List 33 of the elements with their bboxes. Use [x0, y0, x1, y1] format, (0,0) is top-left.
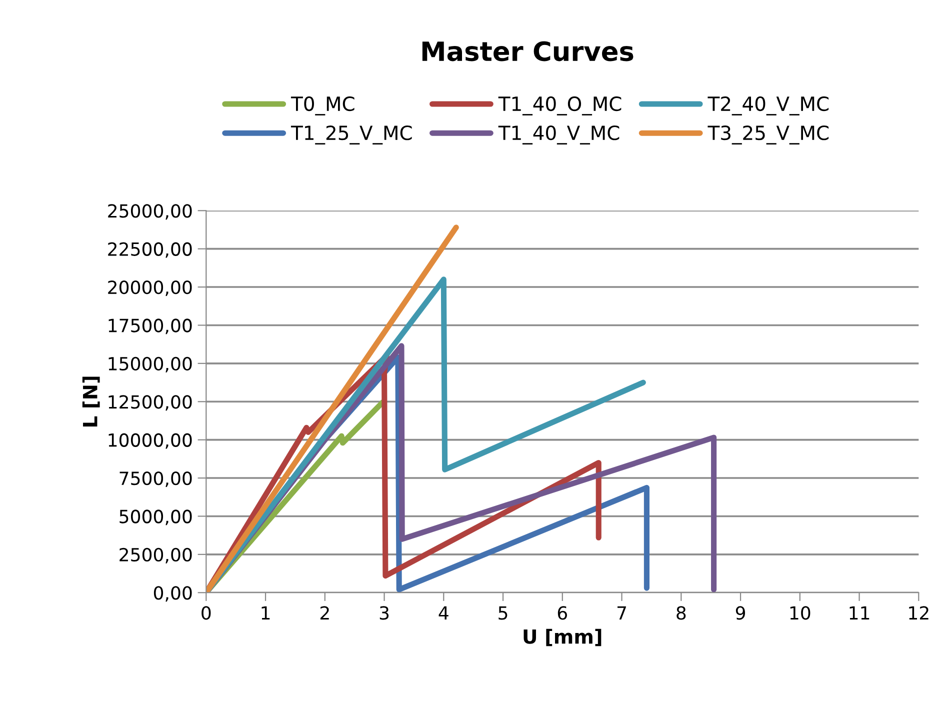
y-tick-label: 10000,00	[108, 433, 192, 449]
y-tick-label: 5000,00	[120, 510, 192, 526]
y-tick-label: 17500,00	[108, 318, 192, 334]
x-tick-label: 11	[850, 606, 870, 620]
legend-label: T3_25_V_MC	[708, 125, 829, 144]
y-tick-label: 22500,00	[108, 242, 192, 258]
y-tick-label: 7500,00	[120, 471, 192, 487]
y-tick-label: 25000,00	[108, 204, 192, 220]
x-tick-label: 0	[202, 606, 211, 620]
chart-title: Master Curves	[422, 41, 634, 62]
x-tick-label: 7	[618, 606, 626, 620]
x-axis-title: U [mm]	[524, 628, 602, 646]
legend-label: T0_MC	[290, 96, 354, 116]
x-tick-label: 9	[736, 606, 745, 620]
y-tick-label: 2500,00	[120, 548, 192, 564]
x-tick-label: 10	[790, 606, 810, 620]
x-tick-label: 6	[558, 606, 568, 620]
legend-label: T1_25_V_MC	[290, 125, 412, 144]
x-tick-label: 3	[380, 606, 389, 620]
y-tick-label: 15000,00	[108, 356, 192, 372]
y-axis-title: L [N]	[82, 376, 100, 426]
x-tick-label: 5	[498, 606, 508, 620]
y-tick-label: 12500,00	[108, 395, 192, 411]
x-tick-label: 4	[438, 606, 448, 620]
y-tick-label: 20000,00	[108, 280, 192, 296]
y-tick-label: 0,00	[154, 586, 192, 602]
legend-label: T2_40_V_MC	[708, 96, 829, 116]
x-tick-label: 1	[262, 606, 270, 620]
x-tick-label: 2	[320, 606, 329, 620]
x-tick-label: 12	[909, 606, 928, 620]
legend-label: T1_40_O_MC	[498, 96, 622, 116]
x-tick-label: 8	[676, 606, 686, 620]
legend-label: T1_40_V_MC	[498, 125, 620, 144]
